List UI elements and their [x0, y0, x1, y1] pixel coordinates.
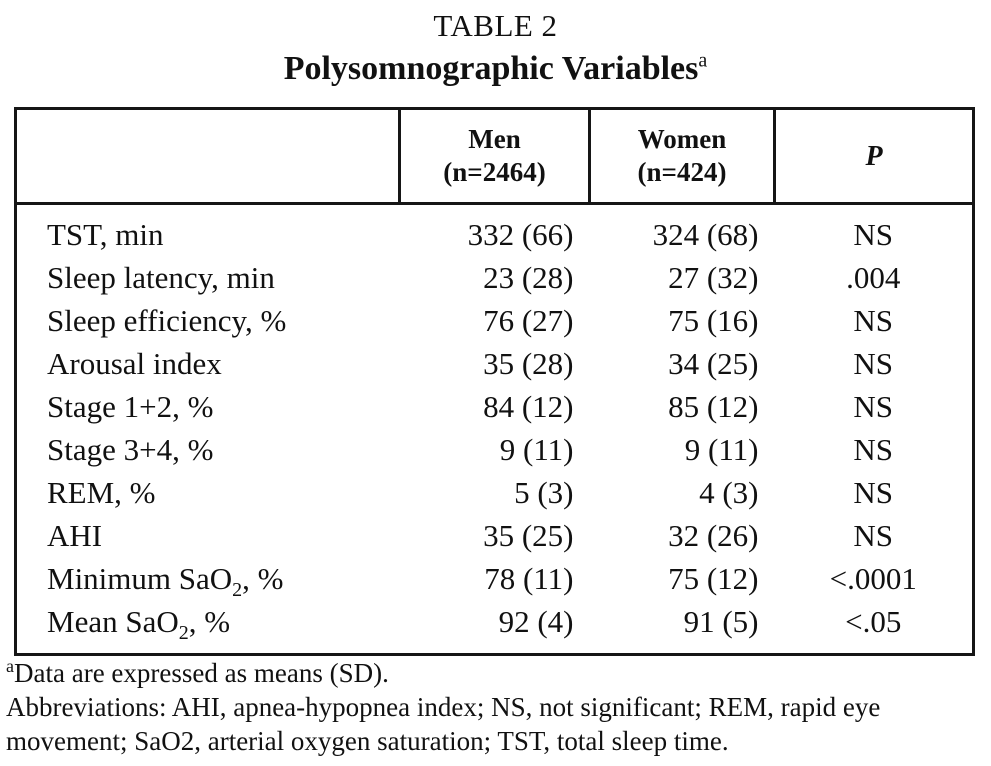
table-caption: Polysomnographic Variablesa	[0, 48, 991, 91]
p-value: NS	[853, 302, 894, 338]
p-value: NS	[853, 345, 894, 381]
men-value: 35 (28)	[483, 345, 574, 381]
footnote-abbreviations: Abbreviations: AHI, apnea-hypopnea index…	[6, 692, 881, 756]
table-row: Sleep efficiency, % 76 (27) 75 (16) NS	[16, 299, 974, 342]
row-label-text: Mean SaO	[47, 603, 179, 639]
p-value: NS	[853, 388, 894, 424]
col-header-men-label: Men	[468, 124, 521, 154]
footnotes: aData are expressed as means (SD). Abbre…	[6, 656, 984, 758]
table-row: AHI 35 (25) 32 (26) NS	[16, 514, 974, 557]
row-label-text: REM, %	[47, 474, 156, 510]
p-value: NS	[853, 517, 894, 553]
men-value: 5 (3)	[514, 474, 574, 510]
p-value: <.05	[845, 603, 902, 639]
footnote-means-text: Data are expressed as means (SD).	[14, 658, 389, 688]
table-row: Arousal index 35 (28) 34 (25) NS	[16, 342, 974, 385]
row-label-suffix: , %	[242, 560, 284, 596]
title-footnote-marker: a	[698, 49, 708, 72]
table-row: Stage 3+4, % 9 (11) 9 (11) NS	[16, 428, 974, 471]
p-value: <.0001	[829, 560, 917, 596]
table-row: Minimum SaO2, % 78 (11) 75 (12) <.0001	[16, 557, 974, 600]
men-value: 35 (25)	[483, 517, 574, 553]
men-value: 9 (11)	[499, 431, 574, 467]
row-label: Arousal index	[16, 342, 400, 385]
table-header: Men (n=2464) Women (n=424) P	[15, 108, 974, 205]
row-label-text: Sleep latency, min	[47, 259, 275, 295]
women-value: 75 (12)	[668, 560, 759, 596]
col-header-women-label: Women	[637, 124, 727, 154]
row-label-subscript: 2	[232, 578, 243, 601]
table-title: TABLE 2 Polysomnographic Variablesa	[0, 0, 991, 90]
row-label-text: TST, min	[47, 216, 164, 252]
col-header-women-count: (n=424)	[637, 157, 727, 187]
women-value: 4 (3)	[699, 474, 759, 510]
row-label-text: Stage 1+2, %	[47, 388, 214, 424]
women-value: 9 (11)	[684, 431, 759, 467]
col-header-variable	[15, 108, 401, 205]
row-label: Minimum SaO2, %	[16, 557, 400, 600]
row-label: REM, %	[16, 471, 400, 514]
row-label: TST, min	[16, 204, 400, 257]
p-value: NS	[853, 431, 894, 467]
row-label-subscript: 2	[178, 621, 189, 644]
women-value: 34 (25)	[668, 345, 759, 381]
men-value: 78 (11)	[484, 560, 574, 596]
row-label-text: Sleep efficiency, %	[47, 302, 287, 338]
men-value: 92 (4)	[498, 603, 574, 639]
p-value: NS	[853, 474, 894, 510]
men-value: 84 (12)	[483, 388, 574, 424]
footnote-means: aData are expressed as means (SD).	[6, 656, 984, 690]
row-label-text: Stage 3+4, %	[47, 431, 214, 467]
table-row: TST, min 332 (66) 324 (68) NS	[16, 204, 974, 257]
footnote-marker: a	[6, 656, 14, 676]
row-label-text: Minimum SaO	[47, 560, 233, 596]
p-value: NS	[853, 216, 894, 252]
men-value: 332 (66)	[467, 216, 574, 252]
row-label: Mean SaO2, %	[16, 600, 400, 655]
women-value: 75 (16)	[668, 302, 759, 338]
men-value: 76 (27)	[483, 302, 574, 338]
row-label: Sleep efficiency, %	[16, 299, 400, 342]
table-row: REM, % 5 (3) 4 (3) NS	[16, 471, 974, 514]
table-caption-text: Polysomnographic Variables	[283, 49, 699, 87]
psg-table: Men (n=2464) Women (n=424) P TST, min 33…	[14, 107, 975, 656]
men-value: 23 (28)	[483, 259, 574, 295]
women-value: 85 (12)	[668, 388, 759, 424]
col-header-p: P	[774, 108, 974, 205]
row-label-text: Arousal index	[47, 345, 222, 381]
header-row: Men (n=2464) Women (n=424) P	[15, 108, 974, 205]
row-label-text: AHI	[47, 517, 103, 553]
col-header-men: Men (n=2464)	[399, 108, 591, 205]
table-row: Mean SaO2, % 92 (4) 91 (5) <.05	[16, 600, 974, 655]
row-label: Sleep latency, min	[16, 256, 400, 299]
women-value: 91 (5)	[683, 603, 759, 639]
p-value: .004	[846, 259, 901, 295]
col-header-men-count: (n=2464)	[443, 157, 546, 187]
row-label-suffix: , %	[188, 603, 231, 639]
row-label: Stage 1+2, %	[16, 385, 400, 428]
table-row: Sleep latency, min 23 (28) 27 (32) .004	[16, 256, 974, 299]
table-body: TST, min 332 (66) 324 (68) NS Sleep late…	[16, 204, 974, 655]
col-header-women: Women (n=424)	[589, 108, 776, 205]
women-value: 32 (26)	[668, 517, 759, 553]
women-value: 27 (32)	[668, 259, 759, 295]
table-number: TABLE 2	[433, 8, 558, 43]
table-row: Stage 1+2, % 84 (12) 85 (12) NS	[16, 385, 974, 428]
row-label: Stage 3+4, %	[16, 428, 400, 471]
row-label: AHI	[16, 514, 400, 557]
women-value: 324 (68)	[652, 216, 759, 252]
